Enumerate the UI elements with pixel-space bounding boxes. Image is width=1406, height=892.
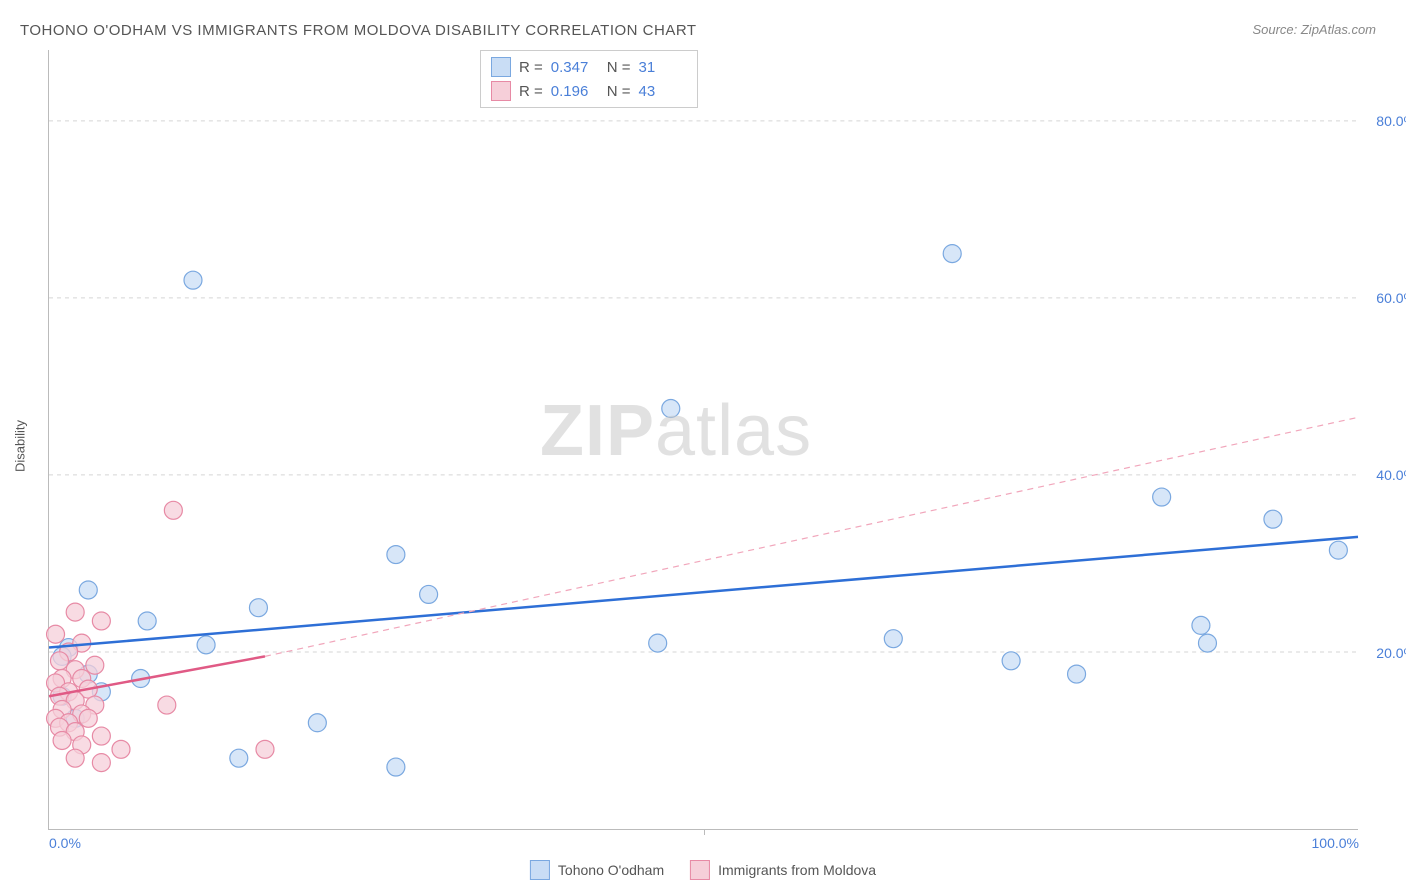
data-point [66, 603, 84, 621]
y-axis-label: Disability [13, 420, 28, 472]
data-point [86, 656, 104, 674]
legend-swatch [491, 81, 511, 101]
data-point [1264, 510, 1282, 528]
data-point [184, 271, 202, 289]
y-tick-label: 20.0% [1376, 645, 1406, 661]
data-point [1153, 488, 1171, 506]
x-tick-mark [704, 829, 705, 835]
data-point [884, 630, 902, 648]
data-point [47, 625, 65, 643]
data-point [79, 581, 97, 599]
legend-swatch [690, 860, 710, 880]
data-point [387, 758, 405, 776]
data-point [230, 749, 248, 767]
legend-swatch [530, 860, 550, 880]
y-tick-label: 40.0% [1376, 467, 1406, 483]
x-tick-label: 0.0% [49, 835, 81, 851]
data-point [1192, 616, 1210, 634]
data-point [158, 696, 176, 714]
legend-corr-row: R = 0.347 N = 31 [491, 55, 687, 79]
legend-n-label: N = [607, 59, 631, 76]
data-point [197, 636, 215, 654]
legend-n-label: N = [607, 83, 631, 100]
data-point [92, 754, 110, 772]
data-point [138, 612, 156, 630]
legend-series: Tohono O'odham Immigrants from Moldova [530, 860, 876, 880]
legend-series-item: Immigrants from Moldova [690, 860, 876, 880]
legend-r-value: 0.196 [551, 83, 599, 100]
data-point [256, 740, 274, 758]
legend-swatch [491, 57, 511, 77]
legend-series-item: Tohono O'odham [530, 860, 664, 880]
y-tick-label: 60.0% [1376, 290, 1406, 306]
y-tick-label: 80.0% [1376, 113, 1406, 129]
legend-r-label: R = [519, 83, 543, 100]
data-point [249, 599, 267, 617]
data-point [164, 501, 182, 519]
legend-n-value: 43 [639, 83, 687, 100]
legend-correlation: R = 0.347 N = 31 R = 0.196 N = 43 [480, 50, 698, 108]
data-point [1002, 652, 1020, 670]
data-point [92, 612, 110, 630]
data-point [387, 546, 405, 564]
data-point [420, 585, 438, 603]
data-point [66, 749, 84, 767]
legend-r-label: R = [519, 59, 543, 76]
source-attribution: Source: ZipAtlas.com [1252, 22, 1376, 37]
legend-r-value: 0.347 [551, 59, 599, 76]
data-point [943, 245, 961, 263]
chart-title: TOHONO O'ODHAM VS IMMIGRANTS FROM MOLDOV… [20, 22, 697, 39]
regression-line [49, 537, 1358, 648]
data-point [50, 652, 68, 670]
data-point [649, 634, 667, 652]
data-point [1068, 665, 1086, 683]
data-point [112, 740, 130, 758]
data-point [1198, 634, 1216, 652]
data-point [308, 714, 326, 732]
data-point [1329, 541, 1347, 559]
x-tick-label: 100.0% [1312, 835, 1359, 851]
data-point [92, 727, 110, 745]
legend-series-label: Tohono O'odham [558, 862, 664, 878]
legend-corr-row: R = 0.196 N = 43 [491, 79, 687, 103]
legend-n-value: 31 [639, 59, 687, 76]
data-point [662, 400, 680, 418]
data-point [53, 731, 71, 749]
plot-area: 20.0%40.0%60.0%80.0% 0.0%100.0% [48, 50, 1358, 830]
data-point [79, 709, 97, 727]
scatter-svg [49, 50, 1358, 829]
legend-series-label: Immigrants from Moldova [718, 862, 876, 878]
